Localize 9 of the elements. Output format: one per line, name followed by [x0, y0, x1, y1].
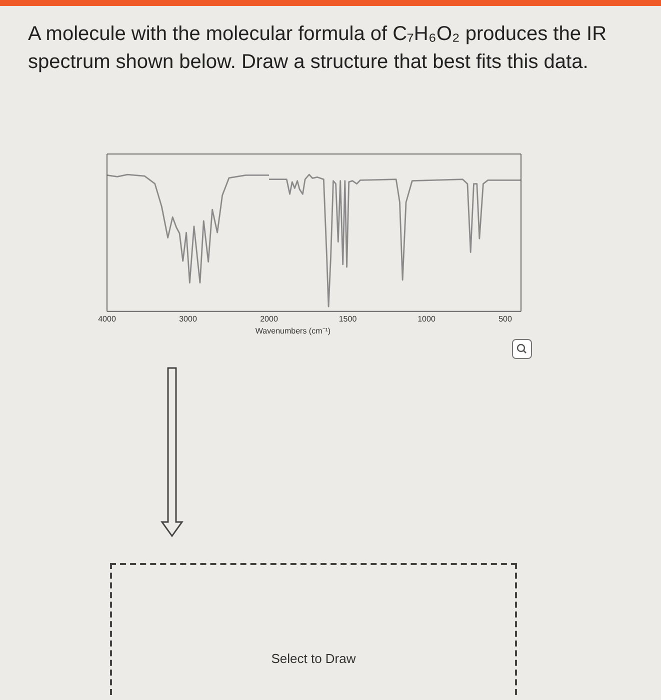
- x-tick-label: 4000: [98, 314, 116, 324]
- x-axis-title: Wavenumbers (cm⁻¹): [255, 326, 331, 336]
- text: A molecule with the molecular formula of C₇H₆O₂ produces the IR spectrum shown below. Draw a structure that best fits this data.: [28, 22, 608, 75]
- x-tick-label: 1000: [418, 314, 436, 324]
- x-tick-label: 3000: [179, 314, 198, 324]
- x-tick-label: 500: [498, 314, 512, 324]
- drawing-field: Select to Draw: [110, 563, 517, 695]
- x-tick-label: 2000: [260, 314, 278, 324]
- x-tick-label: 1500: [338, 314, 358, 324]
